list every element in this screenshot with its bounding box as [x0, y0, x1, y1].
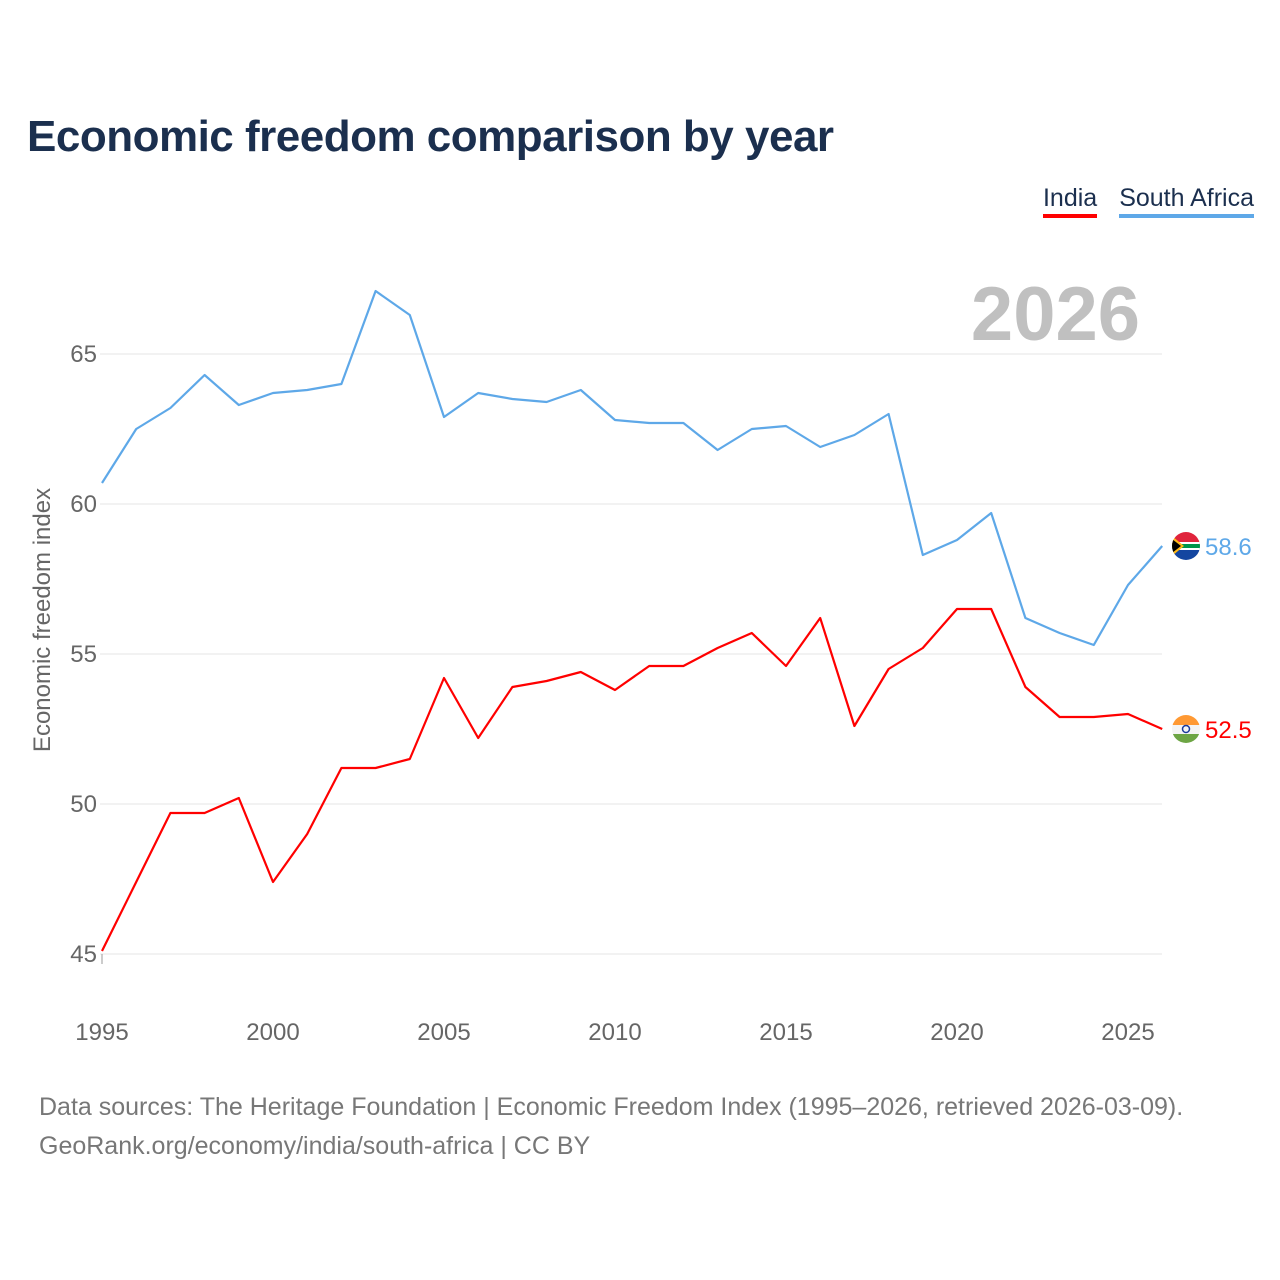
y-tick-label: 55	[70, 641, 97, 668]
india-flag-icon	[1172, 715, 1200, 743]
chart-title: Economic freedom comparison by year	[27, 112, 834, 161]
source-line-2[interactable]: GeoRank.org/economy/india/south-africa |…	[39, 1132, 591, 1160]
y-tick-label: 65	[70, 341, 97, 368]
x-tick-label: 1995	[75, 1019, 128, 1046]
x-tick-label: 2010	[588, 1019, 641, 1046]
series-line-south-africa	[101, 289, 1164, 647]
flag-band	[1172, 544, 1200, 548]
series-line-india	[101, 607, 1163, 952]
flag-band	[1172, 715, 1200, 725]
legend-south-africa[interactable]: South Africa	[1119, 184, 1254, 218]
y-tick-label: 45	[70, 941, 97, 968]
south-africa-flag-icon	[1172, 532, 1200, 560]
x-tick-label: 2005	[417, 1019, 470, 1046]
legend-india[interactable]: India	[1042, 184, 1098, 218]
end-value-label: 58.6	[1205, 534, 1252, 561]
source-note: Data sources: The Heritage Foundation | …	[39, 1088, 1183, 1166]
x-tick-label: 2015	[759, 1019, 812, 1046]
flag-band	[1172, 734, 1200, 743]
source-line-1: Data sources: The Heritage Foundation | …	[39, 1093, 1184, 1121]
x-tick-label: 2000	[246, 1019, 299, 1046]
flag-chakra	[1181, 724, 1191, 734]
year-watermark: 2026	[971, 272, 1140, 357]
flag-band	[1172, 539, 1181, 553]
legend: India South Africa	[1042, 184, 1254, 218]
y-tick-label: 50	[70, 791, 97, 818]
y-axis-label: Economic freedom index	[29, 488, 56, 752]
x-tick-label: 2025	[1101, 1019, 1154, 1046]
end-value-label: 52.5	[1205, 717, 1252, 744]
flag-band	[1172, 725, 1200, 734]
y-tick-label: 60	[70, 491, 97, 518]
x-tick-label: 2020	[930, 1019, 983, 1046]
